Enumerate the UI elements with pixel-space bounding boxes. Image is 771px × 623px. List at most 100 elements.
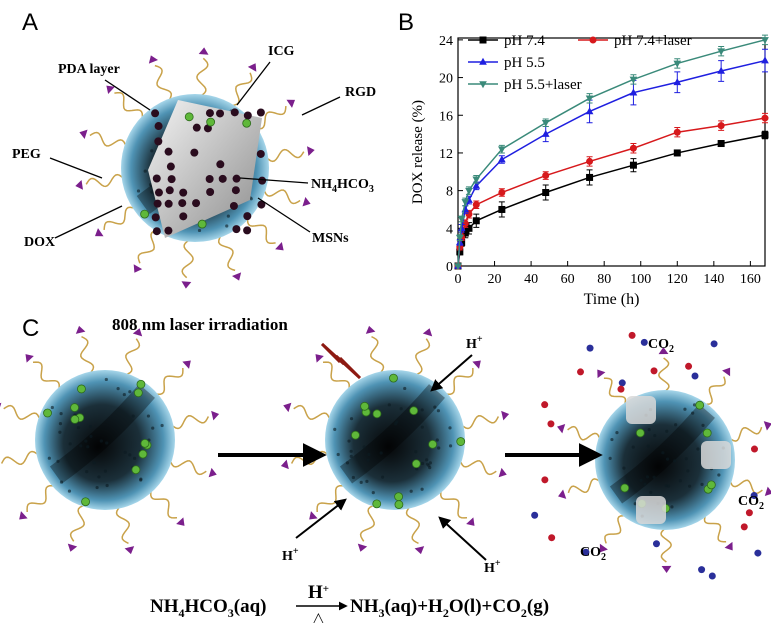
pore [632,446,635,449]
pore [609,457,612,460]
drug-pore [243,212,251,220]
rgd-ligand [557,424,565,433]
drug-pore [153,227,161,235]
x-tick-label: 0 [455,272,462,287]
x-tick-label: 60 [561,272,575,287]
peg-chain [125,339,139,375]
pore [648,428,651,431]
panel-label: B [398,9,414,36]
icg-dot [243,119,251,127]
drug-pore [230,202,238,210]
peg-chain [264,189,300,203]
page: A PDA layer ICG RGD PEG NH4HCO3 MSNs DOX… [0,0,771,623]
peg-chain [266,150,304,162]
rgd-ligand [106,86,114,94]
peg-chain [4,406,40,420]
drug-pore [178,199,186,207]
released-molecule [741,523,748,530]
pore [124,451,127,454]
peg-chain [171,416,208,429]
pore [674,423,677,426]
icg-dot [185,113,193,121]
pore [69,442,72,445]
marker [762,115,769,122]
rgd-ligand [79,130,87,139]
icg-dot [139,450,147,458]
pore [151,427,154,430]
rgd-ligand [764,421,771,430]
peg-chain [705,514,727,541]
peg-chain [415,339,429,375]
pore [610,438,613,441]
pore [105,378,108,381]
drug-pore [190,149,198,157]
text-part: H [308,582,323,603]
pore [137,189,140,192]
pore [360,481,363,484]
rgd-ligand [25,354,33,362]
rgd-ligand [182,360,190,368]
rgd-ligand [149,55,158,63]
pore [696,447,699,450]
peg-chain [27,486,55,512]
released-molecule [541,401,548,408]
marker [761,56,769,63]
text-part: H [484,561,495,576]
marker [498,189,505,196]
released-molecule [587,345,594,352]
pore [150,149,153,152]
pore [123,393,126,396]
icg-dot [71,404,79,412]
pore [350,417,353,420]
peg-chain [155,368,183,394]
drug-pore [165,200,173,208]
icg-dot [198,220,206,228]
text-part: CO [648,337,669,352]
chart: 04812162024020406080100120140160Time (h)… [410,33,769,308]
text-part: (g) [527,596,549,617]
peg-chain [114,93,142,119]
pore [615,431,618,434]
pore [350,450,353,453]
icg-dot [395,493,403,501]
pore [421,462,424,465]
pore [437,446,440,449]
released-molecule [531,512,538,519]
drug-pore [243,226,251,234]
catalyst: H+ [308,582,329,603]
pore [372,491,375,494]
pore [147,414,150,417]
pore [128,453,131,456]
opened-region [636,496,666,524]
subscript: 3 [369,184,374,195]
drug-pore [244,111,252,119]
drug-pore [166,186,174,194]
pore [95,486,98,489]
pore [100,439,103,442]
drug-pore [154,200,162,208]
pore [381,476,384,479]
marker [542,172,549,179]
x-tick-label: 40 [524,272,538,287]
peg-chain [138,230,159,263]
x-tick-label: 160 [740,272,761,287]
y-tick-label: 24 [439,34,453,49]
rgd-ligand [309,511,317,519]
rgd-ligand [199,47,209,54]
text-part: NH [150,596,179,617]
rgd-ligand [722,368,730,377]
text-part: H [282,549,293,564]
peg-chain [86,175,124,187]
peg-chain [81,337,94,374]
pore [56,460,59,463]
pore [367,459,370,462]
icg-dot [373,500,381,508]
pore [225,224,228,227]
legend-label: pH 5.5+laser [504,77,582,93]
label: RGD [345,85,376,100]
rgd-ligand [415,546,425,554]
pore [132,414,135,417]
pore [350,455,353,458]
drug-pore [153,175,161,183]
pore [427,464,430,467]
